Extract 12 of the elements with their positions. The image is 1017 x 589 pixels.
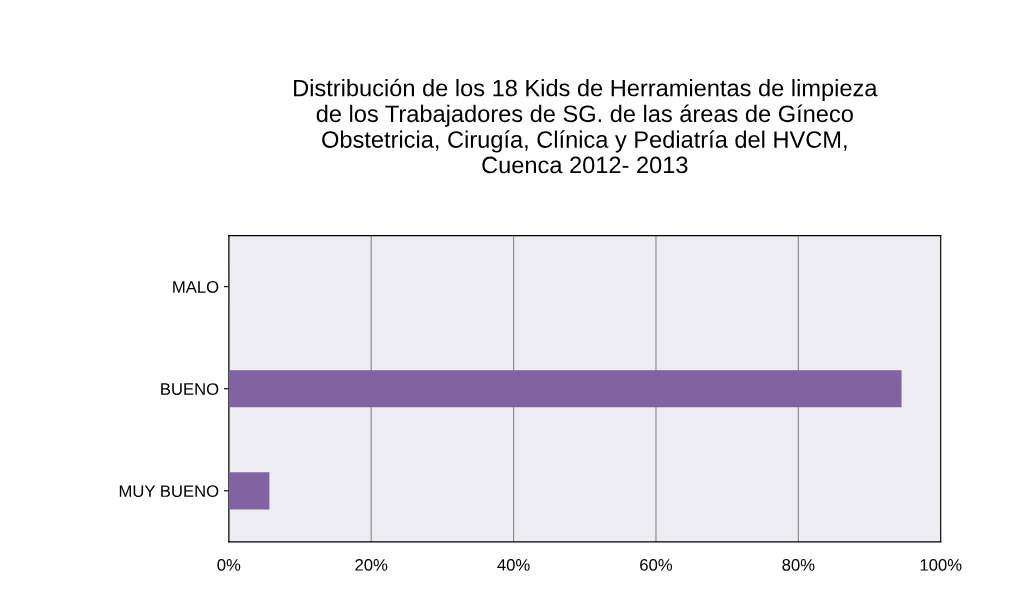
y-tick-label: MUY BUENO (119, 485, 219, 498)
x-tick-label: 100% (920, 558, 962, 571)
y-tick-label: BUENO (161, 383, 219, 395)
y-tick-label: MALO (173, 281, 219, 293)
chart-title: Distribución de los 18 Kids de Herramientas de limpieza de los Trabajadores de SG. de las áreas de Gíneco Obstetricia, Cirugía, Clínica y Pediatría del HVCM, Cuenca 2012- 2013 (294, 78, 878, 174)
x-tick-label: 60% (640, 558, 673, 571)
bar (228, 370, 902, 408)
x-tick-label: 80% (782, 558, 815, 571)
x-tick-label: 0% (217, 558, 241, 571)
x-tick-label: 40% (497, 558, 530, 571)
bar (228, 472, 270, 510)
x-tick-label: 20% (355, 558, 388, 571)
